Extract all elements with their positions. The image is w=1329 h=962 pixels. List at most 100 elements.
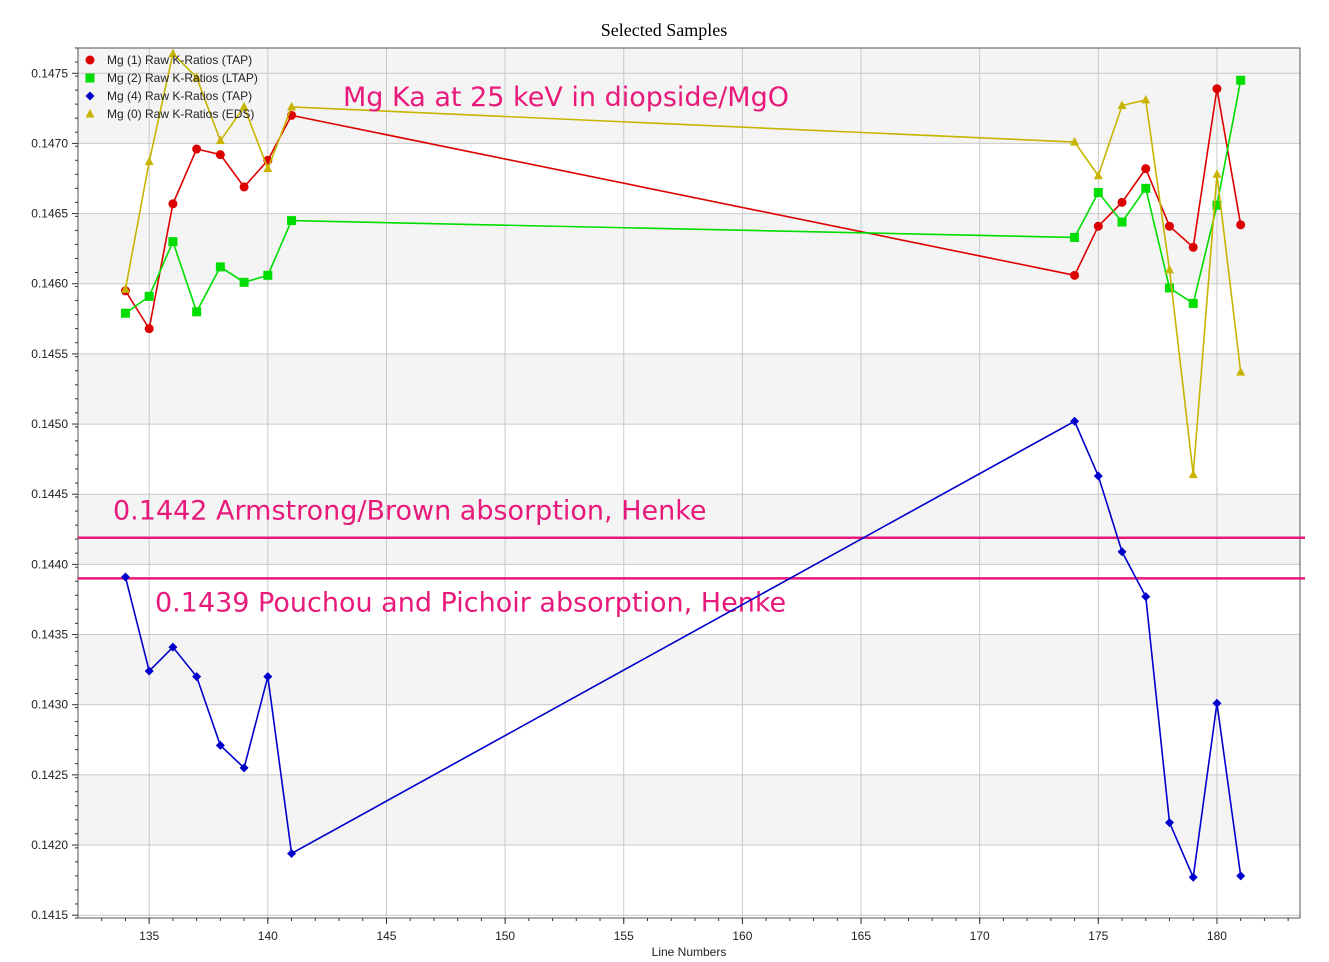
series-0: [120, 84, 1246, 334]
data-point-triangle: [1212, 169, 1222, 178]
plot-background-bands: [78, 48, 1300, 846]
legend-label: Mg (1) Raw K-Ratios (TAP): [107, 53, 252, 67]
y-tick-label: 0.1435: [31, 628, 68, 642]
data-point-circle: [144, 324, 154, 334]
x-axis: 135 140 145 150 155 160 165 170 175 180: [101, 918, 1289, 943]
y-tick-label: 0.1455: [31, 347, 68, 361]
reference-lines: 0.1442 Armstrong/Brown absorption, Henke…: [78, 496, 1305, 618]
data-point-diamond: [1141, 592, 1151, 602]
series-1: [120, 75, 1246, 318]
y-tick-label: 0.1440: [31, 557, 68, 571]
x-tick-label: 150: [495, 929, 515, 943]
series-line: [124, 80, 1242, 314]
data-point-diamond: [192, 672, 202, 682]
data-point-triangle: [1236, 367, 1246, 376]
legend-item: Mg (2) Raw K-Ratios (LTAP): [85, 71, 258, 85]
data-point-square: [1141, 183, 1151, 193]
x-tick-label: 160: [732, 929, 752, 943]
x-tick-label: 145: [376, 929, 396, 943]
legend-label: Mg (0) Raw K-Ratios (EDS): [107, 107, 254, 121]
data-point-circle: [192, 144, 202, 154]
data-point-diamond: [263, 672, 273, 682]
data-point-circle: [1117, 197, 1127, 207]
legend-marker: [85, 109, 95, 118]
data-point-square: [1236, 75, 1246, 85]
x-tick-label: 140: [258, 929, 278, 943]
y-tick-label: 0.1460: [31, 277, 68, 291]
data-point-diamond: [1164, 818, 1174, 828]
legend-label: Mg (4) Raw K-Ratios (TAP): [107, 89, 252, 103]
data-point-circle: [1164, 221, 1174, 231]
series-2: [120, 416, 1246, 882]
data-point-square: [1117, 217, 1127, 227]
data-point-triangle: [1070, 137, 1080, 146]
data-point-triangle: [1093, 170, 1103, 180]
x-tick-label: 180: [1207, 929, 1227, 943]
data-point-circle: [215, 150, 225, 160]
y-tick-label: 0.1450: [31, 417, 68, 431]
x-tick-label: 175: [1088, 929, 1108, 943]
data-point-circle: [1070, 270, 1080, 280]
legend-item: Mg (0) Raw K-Ratios (EDS): [85, 107, 254, 121]
reference-line-label: 0.1442 Armstrong/Brown absorption, Henke: [113, 496, 707, 527]
data-point-square: [1070, 232, 1080, 242]
series-group: [120, 48, 1246, 882]
background-band: [78, 494, 1300, 565]
data-point-square: [120, 308, 130, 318]
data-point-triangle: [1164, 264, 1174, 274]
data-point-square: [1188, 298, 1198, 308]
legend-marker: [85, 55, 95, 65]
data-point-triangle: [168, 48, 178, 58]
data-point-diamond: [1188, 872, 1198, 882]
series-line: [124, 52, 1242, 475]
data-point-triangle: [120, 284, 130, 293]
data-point-circle: [168, 199, 178, 209]
data-point-diamond: [144, 666, 154, 676]
data-point-diamond: [1212, 698, 1222, 708]
data-point-square: [1093, 188, 1103, 198]
data-point-triangle: [1117, 100, 1127, 110]
background-band: [78, 634, 1300, 705]
data-point-diamond: [1070, 416, 1080, 426]
data-point-square: [1212, 200, 1222, 210]
data-point-circle: [1093, 221, 1103, 231]
reference-line-label: 0.1439 Pouchou and Pichoir absorption, H…: [155, 587, 786, 618]
data-point-triangle: [192, 72, 202, 81]
y-tick-label: 0.1475: [31, 66, 68, 80]
x-axis-label: Line Numbers: [652, 945, 727, 959]
legend-marker: [85, 91, 95, 101]
legend: Mg (1) Raw K-Ratios (TAP) Mg (2) Raw K-Ra…: [85, 53, 258, 121]
y-tick-label: 0.1425: [31, 768, 68, 782]
y-tick-label: 0.1420: [31, 838, 68, 852]
x-tick-label: 170: [970, 929, 990, 943]
data-point-diamond: [239, 763, 249, 773]
legend-item: Mg (4) Raw K-Ratios (TAP): [85, 89, 252, 103]
y-tick-label: 0.1465: [31, 207, 68, 221]
data-point-triangle: [239, 101, 249, 111]
y-tick-label: 0.1470: [31, 136, 68, 150]
data-point-diamond: [120, 572, 130, 582]
data-point-square: [287, 216, 297, 226]
data-point-circle: [1141, 164, 1151, 174]
data-point-circle: [1188, 242, 1198, 252]
data-point-diamond: [1236, 871, 1246, 881]
legend-label: Mg (2) Raw K-Ratios (LTAP): [107, 71, 258, 85]
x-tick-label: 135: [139, 929, 159, 943]
background-band: [78, 353, 1300, 425]
data-point-triangle: [1141, 94, 1151, 104]
data-point-circle: [239, 182, 249, 192]
background-band: [78, 48, 1300, 74]
data-point-triangle: [1188, 469, 1198, 479]
data-point-square: [1164, 283, 1174, 293]
data-point-square: [192, 307, 202, 317]
background-band: [78, 774, 1300, 846]
chart-title: Selected Samples: [601, 20, 727, 40]
x-tick-label: 165: [851, 929, 871, 943]
data-point-circle: [1236, 220, 1246, 230]
data-point-square: [144, 291, 154, 301]
series-line: [124, 420, 1242, 881]
data-point-circle: [1212, 84, 1222, 94]
data-point-diamond: [1093, 471, 1103, 481]
y-axis: 0.1415 0.1420 0.1425 0.1430 0.1435 0.1440 0.14…: [31, 47, 78, 922]
